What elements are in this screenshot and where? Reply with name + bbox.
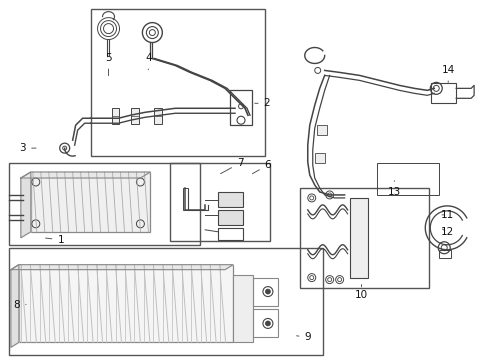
Bar: [253, 278, 278, 306]
Bar: [131, 108, 140, 124]
Circle shape: [266, 321, 270, 326]
Bar: [154, 108, 162, 124]
Text: 9: 9: [296, 332, 311, 342]
Bar: [31, 172, 150, 232]
Bar: [91, 9, 265, 156]
Bar: [112, 108, 120, 124]
Text: 14: 14: [441, 66, 455, 82]
Bar: [233, 275, 253, 342]
Bar: [317, 125, 327, 135]
Text: 7: 7: [220, 158, 244, 174]
Bar: [439, 250, 451, 258]
Bar: [377, 163, 439, 195]
Bar: [218, 192, 243, 207]
Text: 8: 8: [14, 300, 26, 310]
Text: 11: 11: [441, 210, 454, 220]
Text: 1: 1: [46, 235, 64, 245]
Text: 6: 6: [252, 160, 271, 174]
Text: 3: 3: [20, 143, 36, 153]
Bar: [300, 188, 429, 288]
Polygon shape: [11, 265, 19, 347]
Text: 5: 5: [105, 54, 112, 76]
Bar: [230, 90, 252, 125]
Circle shape: [266, 289, 270, 294]
Text: 13: 13: [388, 181, 401, 197]
Bar: [218, 228, 243, 240]
Bar: [9, 248, 323, 355]
Bar: [9, 163, 200, 245]
Bar: [253, 310, 278, 337]
Bar: [171, 163, 270, 241]
Text: 10: 10: [355, 285, 368, 300]
Text: 4: 4: [145, 54, 152, 69]
Polygon shape: [21, 172, 31, 238]
Bar: [315, 153, 325, 163]
Bar: [218, 210, 243, 225]
Bar: [19, 265, 233, 342]
Bar: [183, 188, 188, 210]
Text: 12: 12: [441, 227, 454, 237]
Polygon shape: [11, 265, 233, 270]
Text: 2: 2: [255, 98, 270, 108]
Polygon shape: [21, 172, 150, 178]
Bar: [349, 198, 368, 278]
Bar: [431, 84, 456, 103]
